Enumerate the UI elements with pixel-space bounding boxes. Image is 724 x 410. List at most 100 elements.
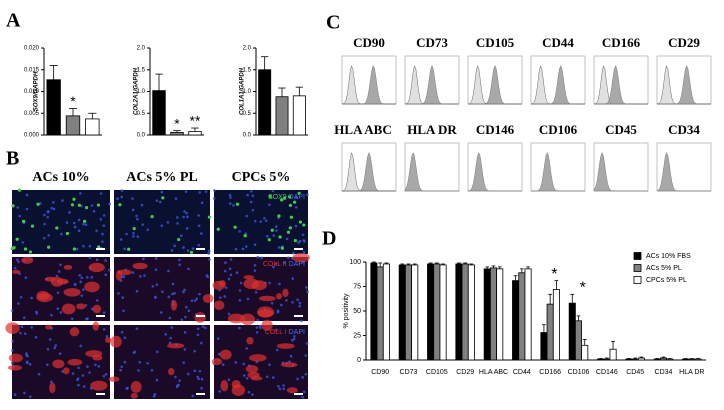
nucleus [58,352,62,355]
nucleus [90,276,94,279]
nucleus [146,228,150,232]
stain-signal [52,359,65,369]
nucleus [50,313,53,317]
stain-signal [61,303,76,315]
stain-signal [288,195,292,199]
nucleus [265,375,269,379]
nucleus [251,208,255,212]
stain-signal [243,234,247,238]
stain-signal [88,262,105,273]
nucleus [246,297,250,301]
stain-signal [280,362,298,368]
nucleus [54,344,58,347]
stain-signal [194,312,206,323]
nucleus [28,395,32,399]
nucleus [292,251,295,255]
nucleus [306,193,309,197]
bar [540,332,548,361]
nucleus [176,222,179,225]
nucleus [135,289,139,293]
nucleus [164,333,168,336]
nucleus [159,311,163,314]
nucleus [229,258,233,261]
nucleus [76,378,79,382]
bar [609,348,617,361]
nucleus [82,222,85,226]
nucleus [264,219,268,223]
y-tick-label: 0.0 [243,133,252,139]
nucleus [52,201,55,204]
bar [170,131,184,136]
nucleus [108,202,111,206]
nucleus [238,298,242,302]
nucleus [18,214,21,218]
marker-label: CD34 [668,122,700,137]
nucleus [204,190,208,193]
stain-signal [23,247,28,251]
nucleus [23,332,27,335]
stain-signal [268,194,272,199]
counterstain-name: DAPI [289,261,305,268]
nucleus [182,246,185,249]
nucleus [131,197,134,200]
histogram [404,151,459,192]
nucleus [275,328,278,332]
y-tick-label: 0.000 [24,133,40,139]
stain-signal [283,196,287,200]
nucleus [304,354,308,357]
nucleus [182,290,185,294]
nucleus [155,283,159,286]
nucleus [201,325,205,328]
histogram [342,65,396,105]
nucleus [133,350,137,354]
bar [637,357,645,361]
stain-signal [227,313,245,324]
scale-bar [96,315,105,317]
stain-signal [70,203,75,207]
nucleus [34,335,38,339]
nucleus [254,291,258,294]
nucleus [253,219,257,223]
nucleus [218,390,222,393]
marker-label: CD105 [476,35,515,50]
nucleus [187,372,190,376]
stain-signal [28,250,33,254]
stain-signal [11,269,21,274]
nucleus [249,200,253,204]
stain-name: SOX9 [268,194,287,201]
nucleus [291,277,295,280]
nucleus [46,347,50,351]
nucleus [169,336,172,340]
scale-bar [294,393,303,395]
y-tick-label: 0.020 [24,46,40,52]
nucleus [171,292,174,296]
stain-signal [276,292,283,300]
nucleus [305,286,308,289]
nucleus [120,365,124,369]
nucleus [155,378,159,382]
stain-signal [17,188,22,192]
nucleus [119,238,123,241]
nucleus [120,195,124,199]
nucleus [272,234,276,237]
stain-signal [177,237,181,242]
nucleus [101,232,104,236]
x-tick-label: CD105 [426,369,448,376]
stain-signal [167,343,185,349]
nucleus [104,372,108,376]
nucleus [121,296,125,299]
nucleus [99,218,103,221]
nucleus [204,326,207,330]
histogram [594,64,648,105]
nucleus [270,301,274,305]
nucleus [293,334,296,338]
nucleus [200,386,203,390]
nucleus [57,270,61,273]
nucleus [120,189,124,192]
nucleus [227,378,231,381]
marker-label: HLA ABC [334,122,391,137]
nucleus [167,295,171,299]
nucleus [48,338,52,341]
nucleus [25,207,29,211]
nucleus [183,288,186,292]
